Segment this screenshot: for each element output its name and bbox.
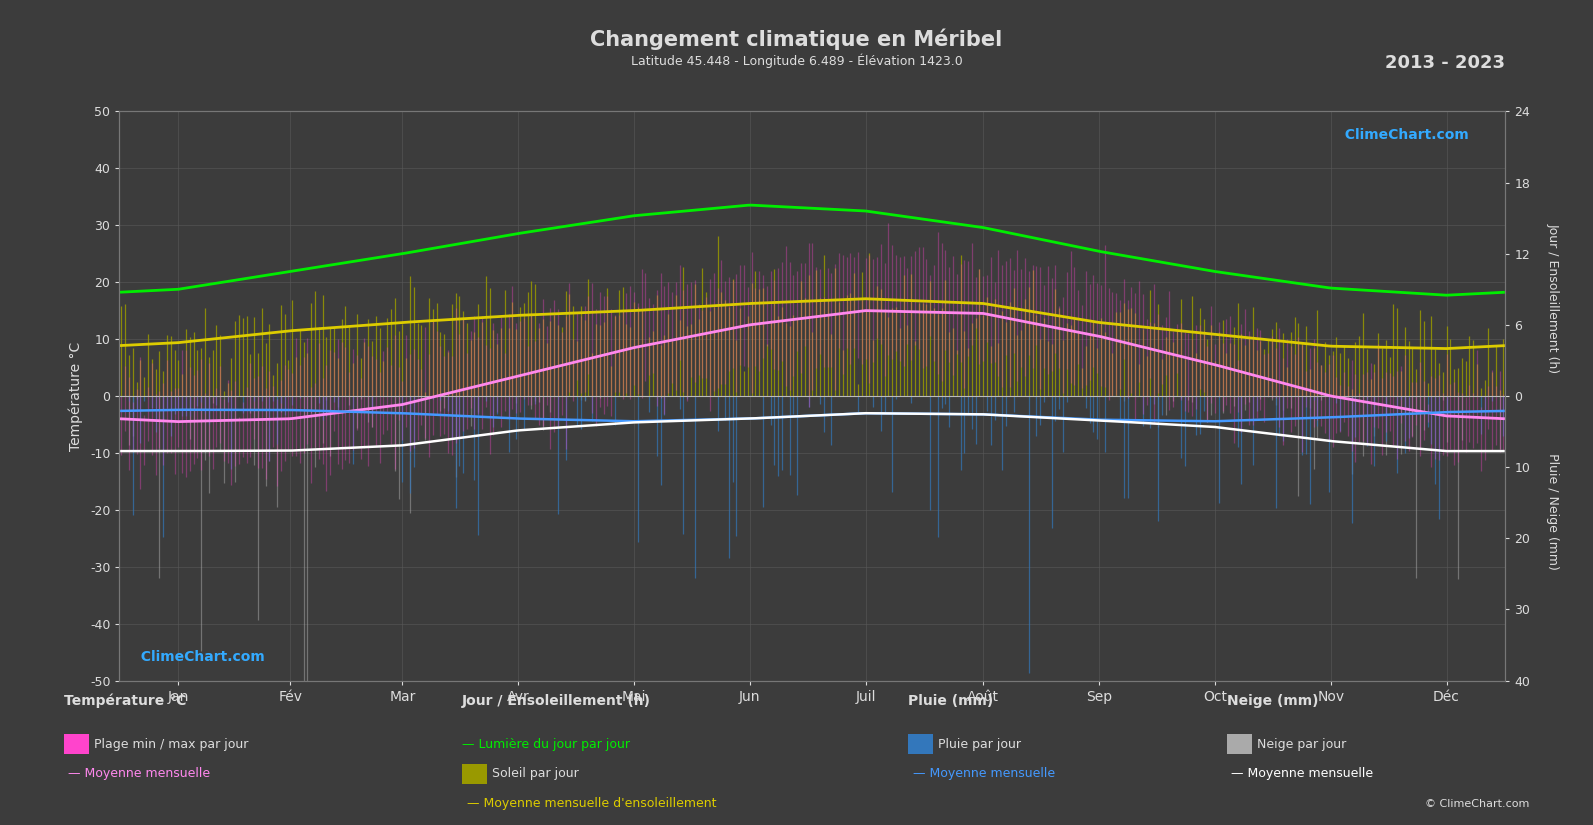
Text: Changement climatique en Méribel: Changement climatique en Méribel xyxy=(591,29,1002,50)
Text: Pluie (mm): Pluie (mm) xyxy=(908,695,994,709)
Text: ClimeChart.com: ClimeChart.com xyxy=(1335,129,1469,143)
Text: — Moyenne mensuelle: — Moyenne mensuelle xyxy=(1231,767,1373,780)
Text: © ClimeChart.com: © ClimeChart.com xyxy=(1424,799,1529,808)
Text: Plage min / max par jour: Plage min / max par jour xyxy=(94,738,249,751)
Text: Température °C: Température °C xyxy=(64,694,186,709)
Text: Jour / Ensoleillement (h): Jour / Ensoleillement (h) xyxy=(462,695,652,709)
Text: — Moyenne mensuelle d'ensoleillement: — Moyenne mensuelle d'ensoleillement xyxy=(467,797,717,810)
Y-axis label: Température °C: Température °C xyxy=(68,342,83,450)
Text: — Moyenne mensuelle: — Moyenne mensuelle xyxy=(68,767,210,780)
Text: — Lumière du jour par jour: — Lumière du jour par jour xyxy=(462,738,629,751)
Text: Soleil par jour: Soleil par jour xyxy=(492,767,578,780)
Y-axis label: Jour / Ensoleillement (h)                    Pluie / Neige (mm): Jour / Ensoleillement (h) Pluie / Neige … xyxy=(1547,223,1560,569)
Text: Neige (mm): Neige (mm) xyxy=(1227,695,1317,709)
Text: Latitude 45.448 - Longitude 6.489 - Élévation 1423.0: Latitude 45.448 - Longitude 6.489 - Élév… xyxy=(631,54,962,68)
Text: Pluie par jour: Pluie par jour xyxy=(938,738,1021,751)
Text: ClimeChart.com: ClimeChart.com xyxy=(131,649,264,663)
Text: Neige par jour: Neige par jour xyxy=(1257,738,1346,751)
Text: 2013 - 2023: 2013 - 2023 xyxy=(1386,54,1505,72)
Text: — Moyenne mensuelle: — Moyenne mensuelle xyxy=(913,767,1055,780)
